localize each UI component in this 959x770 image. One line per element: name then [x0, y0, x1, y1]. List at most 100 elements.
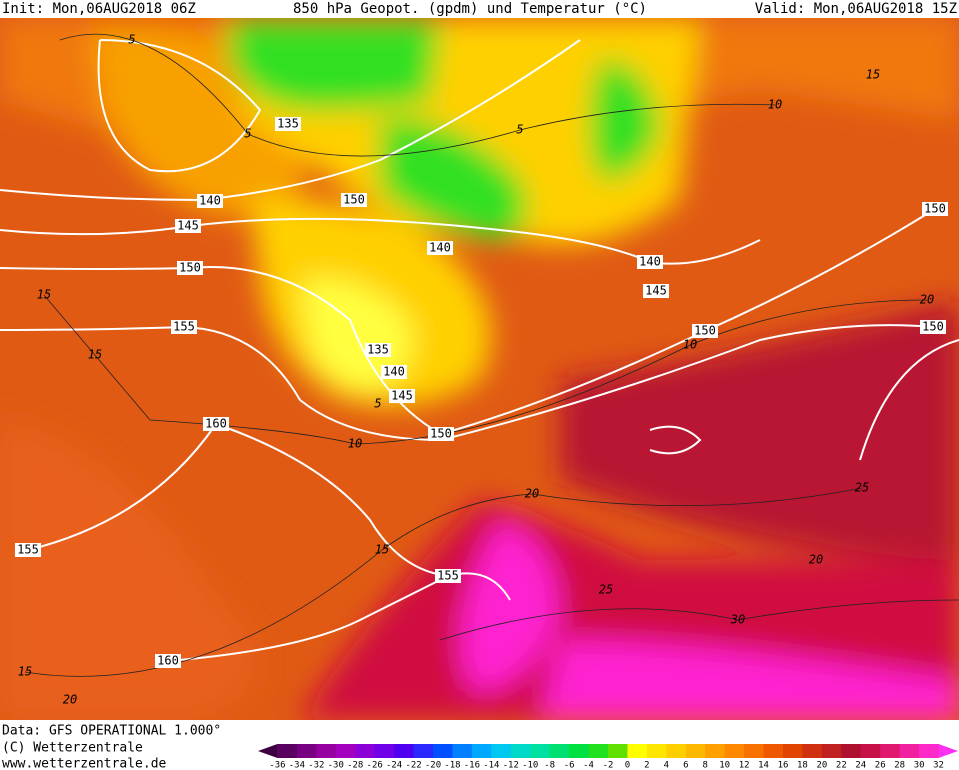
colorbar-label: -6 — [564, 761, 575, 770]
colorbar-label: 18 — [797, 761, 808, 770]
colorbar-label: 12 — [739, 761, 750, 770]
geopotential-label: 160 — [205, 417, 227, 431]
header-bar — [0, 0, 959, 18]
temperature-label: 15 — [375, 543, 389, 557]
label-box — [381, 365, 407, 379]
geopotential-label: 150 — [430, 427, 452, 441]
geopotential-label: 140 — [429, 241, 451, 255]
temperature-label: 15 — [866, 68, 880, 82]
contour — [97, 39, 262, 173]
colorbar-segment — [802, 744, 823, 758]
colorbar-segment — [510, 744, 531, 758]
colorbar-segment — [666, 744, 687, 758]
contour — [859, 339, 959, 461]
colorbar-label: 24 — [855, 761, 866, 770]
colorbar-label: 28 — [894, 761, 905, 770]
copyright: (C) Wetterzentrale — [2, 741, 143, 756]
label-box — [389, 389, 415, 403]
colorbar-label: 10 — [719, 761, 730, 770]
colorbar-label: -20 — [425, 761, 441, 770]
colorbar-label: 2 — [644, 761, 649, 770]
colorbar-label: 20 — [816, 761, 827, 770]
colorbar-segment — [530, 744, 551, 758]
colorbar-segment — [491, 744, 512, 758]
colorbar: -36 -34 -32 -30 -28 -26 -24 -22 -20 -18 -16 -14 -12-… — [258, 744, 958, 770]
temperature-label: 25 — [599, 583, 613, 597]
label-box — [171, 320, 197, 334]
colorbar-segment — [821, 744, 842, 758]
colorbar-segment — [899, 744, 920, 758]
map-field — [0, 18, 959, 720]
label-box — [643, 284, 669, 298]
temperature-label: 5 — [516, 123, 523, 137]
colorbar-segment — [783, 744, 803, 758]
colorbar-label: -34 — [289, 761, 305, 770]
label-box — [203, 417, 229, 431]
geopotential-label: 155 — [17, 543, 39, 557]
colorbar-label: -30 — [328, 761, 344, 770]
colorbar-segment — [646, 744, 667, 758]
geopotential-label: 150 — [922, 320, 944, 334]
label-box — [175, 219, 201, 233]
label-box — [197, 194, 223, 208]
colorbar-label: -16 — [464, 761, 480, 770]
temperature-label: 10 — [768, 98, 782, 112]
contour — [0, 39, 581, 202]
geopotential-label: 145 — [391, 389, 413, 403]
colorbar-label: -36 — [269, 761, 285, 770]
colorbar-label: -18 — [444, 761, 460, 770]
colorbar-segment — [763, 744, 784, 758]
colorbar-segment — [705, 744, 726, 758]
label-box — [427, 241, 453, 255]
colorbar-arrow — [938, 744, 958, 758]
url: www.wetterzentrale.de — [2, 757, 167, 770]
colorbar-segment — [880, 744, 901, 758]
temperature-label: 25 — [855, 481, 869, 495]
colorbar-segment — [394, 744, 415, 758]
colorbar-segment — [296, 744, 317, 758]
colorbar-label: 14 — [758, 761, 769, 770]
label-box — [428, 427, 454, 441]
contour-labels: 1351401451501551601551601501401351401451… — [15, 33, 948, 707]
colorbar-segment — [608, 744, 628, 758]
colorbar-segment — [316, 744, 337, 758]
colorbar-segment — [374, 744, 395, 758]
colorbar-segment — [277, 744, 298, 758]
colorbar-segment — [569, 744, 590, 758]
temperature-label: 30 — [730, 613, 745, 627]
colorbar-segment — [841, 744, 862, 758]
colorbar-segment — [860, 744, 881, 758]
colorbar-label: 6 — [683, 761, 688, 770]
geopotential-label: 150 — [694, 324, 716, 338]
temperature-label: 15 — [18, 665, 32, 679]
colorbar-label: -22 — [405, 761, 421, 770]
label-box — [692, 324, 718, 338]
contour — [439, 599, 959, 641]
temperature-label: 15 — [88, 348, 102, 362]
colorbar-segment — [919, 744, 940, 758]
contour — [649, 425, 702, 455]
geopotential-label: 150 — [343, 193, 365, 207]
geopotential-label: 140 — [639, 255, 661, 269]
temperature-contours — [24, 33, 959, 677]
init-time: Init: Mon,06AUG2018 06Z — [2, 1, 196, 17]
geopotential-label: 160 — [157, 654, 179, 668]
colorbar-segment — [413, 744, 434, 758]
colorbar-label: -10 — [522, 761, 538, 770]
geopotential-label: 155 — [173, 320, 195, 334]
temperature-label: 10 — [683, 338, 697, 352]
colorbar-segment — [744, 744, 765, 758]
label-box — [275, 117, 301, 131]
temperature-label: 10 — [348, 437, 362, 451]
colorbar-segment — [471, 744, 492, 758]
temperature-label: 20 — [920, 293, 934, 307]
contour — [167, 575, 449, 662]
geopotential-label: 140 — [383, 365, 405, 379]
data-source: Data: GFS OPERATIONAL 1.000° — [2, 724, 221, 739]
geopotential-label: 135 — [367, 343, 389, 357]
colorbar-label: 30 — [914, 761, 925, 770]
temperature-label: 5 — [128, 33, 135, 47]
colorbar-segment — [355, 744, 376, 758]
temperature-label: 20 — [63, 693, 77, 707]
